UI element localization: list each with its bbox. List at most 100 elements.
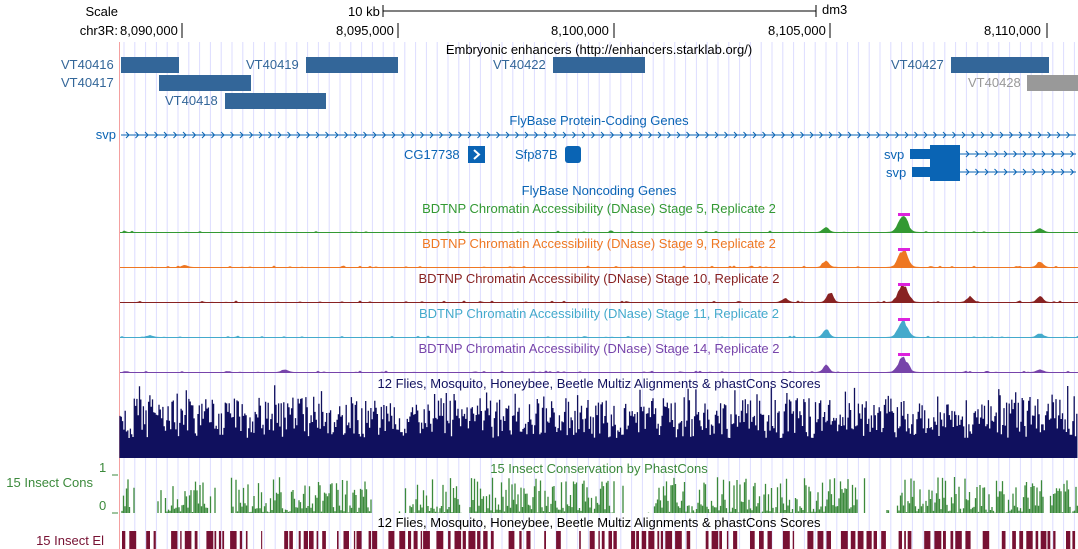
strand-arrow xyxy=(942,131,947,139)
tick-label: 8,110,000 xyxy=(984,23,1041,38)
strand-arrow xyxy=(809,131,814,139)
elements-side-label[interactable]: 15 Insect El xyxy=(36,533,104,548)
strand-arrow xyxy=(904,131,909,139)
enhancers-track-title[interactable]: Embryonic enhancers (http://enhancers.st… xyxy=(445,42,753,57)
strand-arrow xyxy=(496,131,501,139)
strand-arrow xyxy=(1003,150,1008,158)
strand-arrow xyxy=(781,131,786,139)
strand-arrow xyxy=(296,131,301,139)
strand-arrow xyxy=(372,131,377,139)
phastcons-track-title[interactable]: 15 Insect Conservation by PhastCons xyxy=(490,461,708,476)
gene-label-svp[interactable]: svp xyxy=(884,147,905,162)
strand-arrow xyxy=(975,168,980,176)
strand-arrow xyxy=(543,131,548,139)
strand-arrow xyxy=(1047,131,1052,139)
strand-arrow xyxy=(486,131,491,139)
dnase-track-title[interactable]: BDTNP Chromatin Accessibility (DNase) St… xyxy=(422,236,776,251)
dnase-clip-marker xyxy=(898,283,910,286)
strand-arrow xyxy=(1013,168,1018,176)
strand-arrow xyxy=(325,131,330,139)
strand-arrow xyxy=(1022,168,1027,176)
strand-arrow xyxy=(1051,150,1056,158)
strand-arrow xyxy=(448,131,453,139)
gene-label-svp[interactable]: svp xyxy=(886,165,907,180)
enhancer-label-vt40427[interactable]: VT40427 xyxy=(891,57,944,72)
elements-track-title[interactable]: 12 Flies, Mosquito, Honeybee, Beetle Mul… xyxy=(377,515,821,530)
enhancer-label-vt40418[interactable]: VT40418 xyxy=(165,93,218,108)
strand-arrow xyxy=(1041,168,1046,176)
strand-arrow xyxy=(467,131,472,139)
strand-arrow xyxy=(984,168,989,176)
strand-arrow xyxy=(429,131,434,139)
strand-arrow xyxy=(1060,168,1065,176)
conserved-elements xyxy=(122,531,1076,549)
strand-arrow xyxy=(534,131,539,139)
enhancer-label-vt40422[interactable]: VT40422 xyxy=(493,57,546,72)
gene-exon xyxy=(565,146,581,163)
strand-arrow xyxy=(562,131,567,139)
strand-arrow xyxy=(363,131,368,139)
enhancer-label-vt40417[interactable]: VT40417 xyxy=(61,75,114,90)
enhancer-box xyxy=(159,75,251,91)
strand-arrow xyxy=(1009,131,1014,139)
strand-arrow xyxy=(714,131,719,139)
tick-label: 8,090,000 xyxy=(120,23,178,38)
strand-arrow xyxy=(876,131,881,139)
enhancer-box xyxy=(1027,75,1078,91)
strand-arrow xyxy=(344,131,349,139)
strand-arrow xyxy=(1022,150,1027,158)
dnase-track-title[interactable]: BDTNP Chromatin Accessibility (DNase) St… xyxy=(418,306,780,321)
enhancer-label-vt40419[interactable]: VT40419 xyxy=(246,57,299,72)
strand-arrow xyxy=(619,131,624,139)
strand-arrow xyxy=(1013,150,1018,158)
strand-arrow xyxy=(762,131,767,139)
strand-arrow xyxy=(173,131,178,139)
strand-arrow xyxy=(239,131,244,139)
gene-label-sfp87b[interactable]: Sfp87B xyxy=(515,147,558,162)
strand-arrow xyxy=(1032,150,1037,158)
tick-label: 8,105,000 xyxy=(768,23,826,38)
strand-arrow xyxy=(524,131,529,139)
strand-arrow xyxy=(857,131,862,139)
strand-arrow xyxy=(885,131,890,139)
dnase-clip-marker xyxy=(898,353,910,356)
dnase-clip-marker xyxy=(898,213,910,216)
strand-arrow xyxy=(676,131,681,139)
strand-arrow xyxy=(1018,131,1023,139)
dnase-track-title[interactable]: BDTNP Chromatin Accessibility (DNase) St… xyxy=(418,271,780,286)
dnase-track-title[interactable]: BDTNP Chromatin Accessibility (DNase) St… xyxy=(422,201,776,216)
strand-arrow xyxy=(771,131,776,139)
gene-label-svp[interactable]: svp xyxy=(95,127,116,142)
strand-arrow xyxy=(1032,168,1037,176)
multiz-track-title[interactable]: 12 Flies, Mosquito, Honeybee, Beetle Mul… xyxy=(377,376,821,391)
protein-genes-track-title[interactable]: FlyBase Protein-Coding Genes xyxy=(509,113,689,128)
strand-arrow xyxy=(135,131,140,139)
enhancer-label-vt40416[interactable]: VT40416 xyxy=(61,57,114,72)
strand-arrow xyxy=(591,131,596,139)
enhancer-box xyxy=(553,57,645,73)
gene-label-cg17738[interactable]: CG17738 xyxy=(404,147,460,162)
enhancer-box xyxy=(951,57,1049,73)
strand-arrow xyxy=(163,131,168,139)
strand-arrow xyxy=(914,131,919,139)
strand-arrow xyxy=(975,150,980,158)
strand-arrow xyxy=(572,131,577,139)
enhancer-label-vt40428[interactable]: VT40428 xyxy=(968,75,1021,90)
strand-arrow xyxy=(610,131,615,139)
dnase-track-title[interactable]: BDTNP Chromatin Accessibility (DNase) St… xyxy=(418,341,780,356)
strand-arrow xyxy=(790,131,795,139)
strand-arrow xyxy=(1003,168,1008,176)
strand-arrow xyxy=(990,131,995,139)
strand-arrow xyxy=(382,131,387,139)
strand-arrow xyxy=(733,131,738,139)
strand-arrow xyxy=(600,131,605,139)
noncoding-track-title[interactable]: FlyBase Noncoding Genes xyxy=(521,183,677,198)
strand-arrow xyxy=(401,131,406,139)
strand-arrow xyxy=(505,131,510,139)
strand-arrow xyxy=(999,131,1004,139)
phastcons-side-label[interactable]: 15 Insect Cons xyxy=(6,475,93,490)
scale-label: Scale xyxy=(85,4,118,19)
strand-arrow xyxy=(895,131,900,139)
